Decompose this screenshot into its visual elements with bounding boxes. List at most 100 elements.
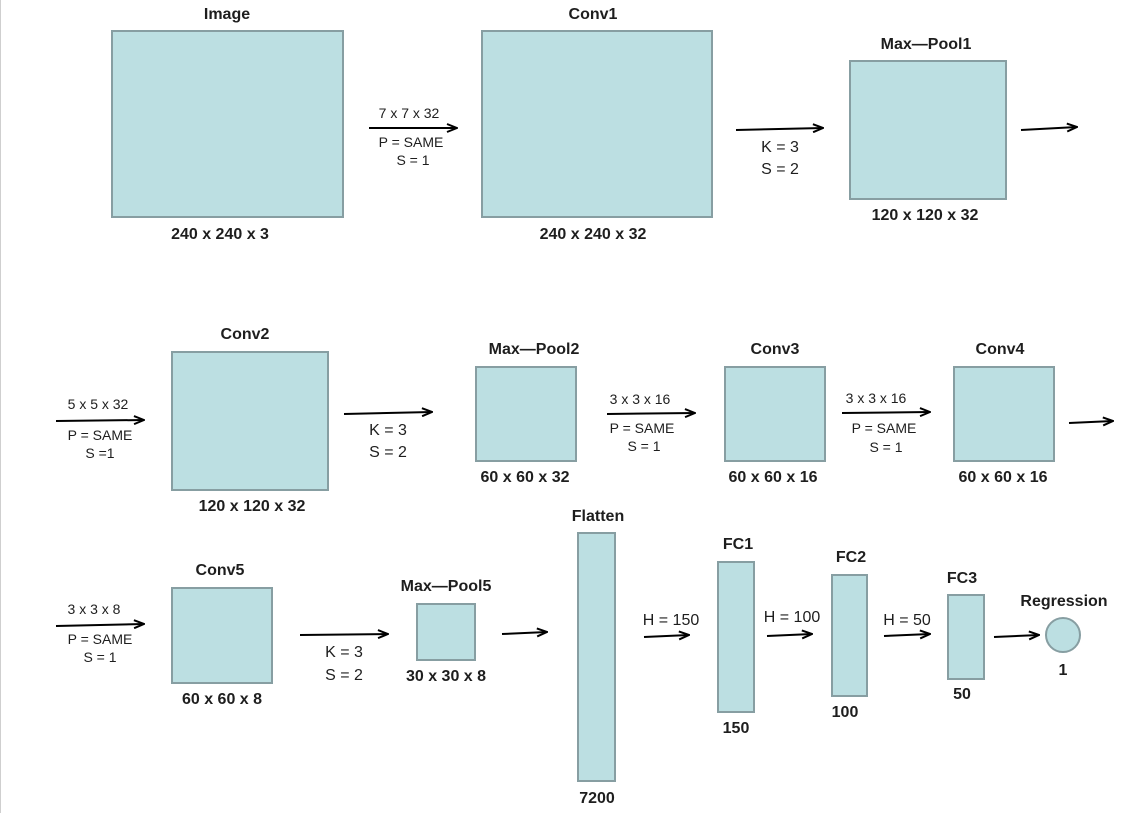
layer-dims: 60 x 60 x 32 [481, 469, 570, 486]
layer-conv5: Conv5 60 x 60 x 8 [171, 562, 273, 708]
layer-block [724, 366, 826, 462]
layer-dims: 150 [723, 720, 750, 737]
layer-title: Conv4 [976, 341, 1025, 358]
layer-title: Regression [1020, 593, 1107, 610]
layer-title: Max—Pool1 [881, 36, 972, 53]
op-stride: S = 1 [627, 438, 660, 454]
layer-conv4: Conv4 60 x 60 x 16 [953, 341, 1055, 486]
op-hidden: H = 150 [643, 612, 700, 629]
layer-dims: 60 x 60 x 8 [182, 691, 262, 708]
op-kernel: K = 3 [761, 139, 799, 156]
op-kernel: K = 3 [325, 644, 363, 661]
arrow [766, 634, 812, 636]
layer-block [171, 587, 273, 684]
layer-title: FC3 [947, 570, 977, 587]
layer-flatten: Flatten 7200 [572, 508, 624, 807]
op-kernel: 3 x 3 x 8 [68, 601, 121, 617]
op-pool1-conv2: 5 x 5 x 32 P = SAME S =1 [55, 396, 144, 461]
output-node [1045, 617, 1081, 653]
pool5-flatten-arrow [501, 632, 547, 634]
layer-dims: 60 x 60 x 16 [729, 469, 818, 486]
layer-maxpool1: Max—Pool1 120 x 120 x 32 [849, 36, 1007, 224]
layer-fc3: FC3 50 [947, 570, 985, 703]
layer-title: Flatten [572, 508, 624, 525]
op-padding: P = SAME [379, 134, 444, 150]
arrow [735, 128, 823, 130]
layer-title: Max—Pool5 [401, 578, 492, 595]
arrow [55, 624, 144, 626]
layer-title: FC1 [723, 536, 753, 553]
layer-title: Conv1 [569, 6, 618, 23]
layer-conv2: Conv2 120 x 120 x 32 [171, 326, 329, 515]
row2-continue-arrow [1068, 421, 1113, 423]
arrow [841, 412, 930, 413]
op-kernel: 3 x 3 x 16 [846, 390, 907, 406]
layer-block [481, 30, 713, 218]
op-fc2-fc3: H = 50 [883, 612, 931, 636]
arrow [883, 634, 930, 636]
op-stride: S = 1 [869, 439, 902, 455]
layer-title: Conv2 [221, 326, 270, 343]
layer-dims: 1 [1059, 662, 1068, 679]
layer-block [111, 30, 344, 218]
layer-block [953, 366, 1055, 462]
layer-block [849, 60, 1007, 200]
layer-title: Image [204, 6, 250, 23]
op-stride: S = 1 [83, 649, 116, 665]
op-padding: P = SAME [68, 631, 133, 647]
layer-block [947, 594, 985, 680]
op-stride: S =1 [85, 445, 114, 461]
layer-maxpool5: Max—Pool5 30 x 30 x 8 [401, 578, 492, 685]
op-padding: P = SAME [852, 420, 917, 436]
layer-dims: 240 x 240 x 32 [540, 226, 647, 243]
layer-block [577, 532, 616, 782]
layer-block [831, 574, 868, 697]
op-padding: P = SAME [68, 427, 133, 443]
op-flatten-fc1: H = 150 [643, 612, 700, 637]
op-kernel: 5 x 5 x 32 [68, 396, 129, 412]
layer-fc2: FC2 100 [831, 549, 868, 721]
layer-block [171, 351, 329, 491]
arrow [643, 635, 689, 637]
layer-block [475, 366, 577, 462]
layer-title: Conv3 [751, 341, 800, 358]
op-conv5-pool5: K = 3 S = 2 [299, 634, 388, 684]
arrow [343, 412, 432, 414]
layer-image: Image 240 x 240 x 3 [111, 6, 344, 243]
arrow [55, 420, 144, 421]
layer-dims: 50 [953, 686, 971, 703]
layer-dims: 30 x 30 x 8 [406, 668, 486, 685]
op-stride: S = 2 [369, 444, 407, 461]
op-kernel: K = 3 [369, 422, 407, 439]
op-fc1-fc2: H = 100 [764, 609, 821, 636]
layer-dims: 120 x 120 x 32 [872, 207, 979, 224]
layer-title: Max—Pool2 [489, 341, 580, 358]
op-hidden: H = 50 [883, 612, 931, 629]
op-conv3-conv4: 3 x 3 x 16 P = SAME S = 1 [841, 390, 930, 455]
op-stride: S = 2 [325, 667, 363, 684]
layer-maxpool2: Max—Pool2 60 x 60 x 32 [475, 341, 580, 486]
op-stride: S = 2 [761, 161, 799, 178]
op-stride: S = 1 [396, 152, 429, 168]
op-kernel: 3 x 3 x 16 [610, 391, 671, 407]
op-pool2-conv3: 3 x 3 x 16 P = SAME S = 1 [606, 391, 695, 454]
layer-dims: 240 x 240 x 3 [171, 226, 269, 243]
op-image-conv1: 7 x 7 x 32 P = SAME S = 1 [369, 105, 457, 168]
op-hidden: H = 100 [764, 609, 821, 626]
layer-dims: 120 x 120 x 32 [199, 498, 306, 515]
layer-conv1: Conv1 240 x 240 x 32 [481, 6, 713, 243]
layer-title: FC2 [836, 549, 866, 566]
arrow [299, 634, 388, 635]
op-padding: P = SAME [610, 420, 675, 436]
arrow [606, 413, 695, 414]
layer-block [416, 603, 476, 661]
layer-dims: 100 [832, 704, 859, 721]
layer-title: Conv5 [196, 562, 245, 579]
layer-fc1: FC1 150 [717, 536, 755, 737]
layer-regression: Regression 1 [1020, 593, 1107, 679]
op-conv2-pool2: K = 3 S = 2 [343, 412, 432, 461]
layer-block [717, 561, 755, 713]
row1-continue-arrow [1020, 127, 1077, 130]
op-kernel: 7 x 7 x 32 [379, 105, 440, 121]
